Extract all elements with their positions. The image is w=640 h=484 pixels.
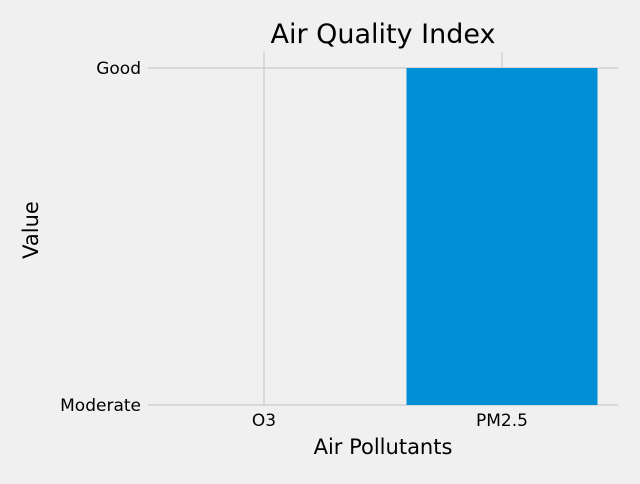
x-tick-label: O3 xyxy=(252,411,276,431)
y-axis-label: Value xyxy=(19,201,43,259)
x-tick-labels: O3 PM2.5 xyxy=(252,411,528,431)
y-tick-label: Good xyxy=(96,59,141,79)
bar-pm2-5 xyxy=(406,68,598,405)
bars xyxy=(406,68,598,405)
x-axis-label: Air Pollutants xyxy=(314,435,453,459)
chart-title: Air Quality Index xyxy=(270,19,495,50)
y-tick-label: Moderate xyxy=(60,396,141,416)
y-tick-labels: Moderate Good xyxy=(60,59,141,416)
x-tick-label: PM2.5 xyxy=(476,411,528,431)
